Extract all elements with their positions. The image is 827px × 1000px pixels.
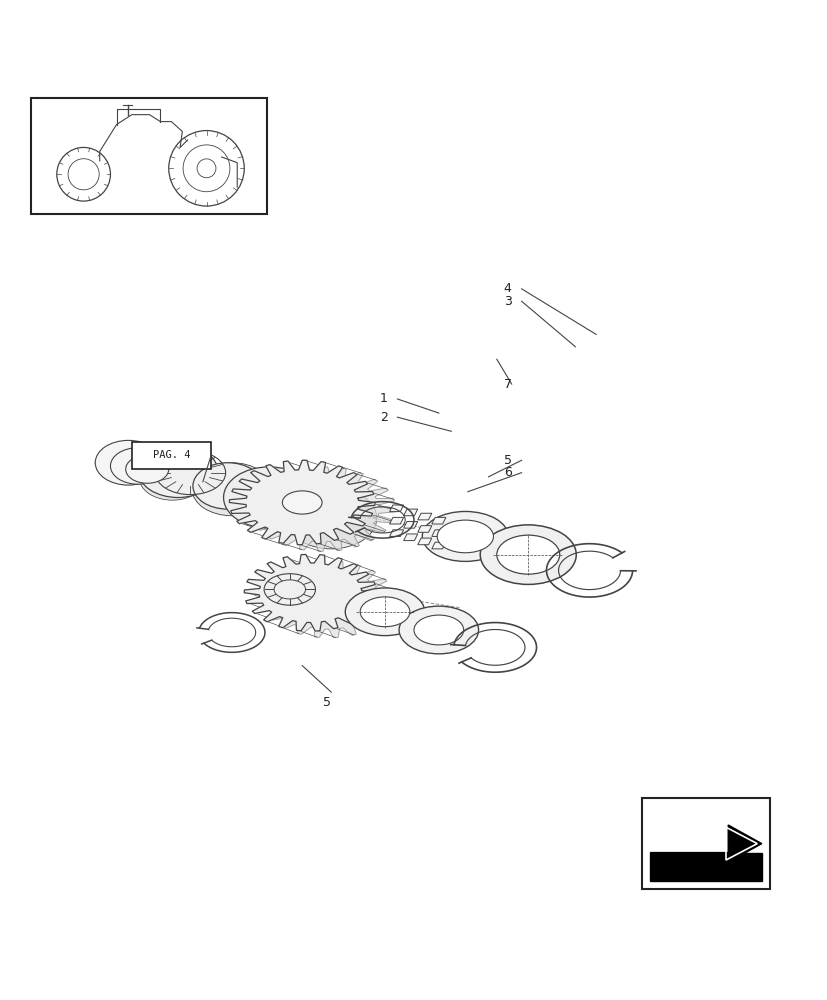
Ellipse shape [399, 606, 478, 654]
Bar [649, 853, 761, 881]
Text: 6: 6 [503, 466, 511, 479]
Polygon shape [389, 517, 404, 524]
Polygon shape [229, 460, 375, 545]
Ellipse shape [95, 440, 161, 485]
Polygon shape [432, 517, 445, 524]
Text: 5: 5 [323, 696, 331, 709]
Text: 3: 3 [503, 295, 511, 308]
Ellipse shape [422, 511, 508, 561]
Ellipse shape [480, 525, 576, 584]
Text: 7: 7 [503, 378, 511, 391]
Bar [31, 98, 267, 214]
Text: 5: 5 [503, 454, 511, 467]
Polygon shape [262, 561, 394, 638]
Text: 2: 2 [379, 411, 387, 424]
Polygon shape [404, 534, 417, 541]
Polygon shape [432, 530, 445, 536]
Polygon shape [649, 825, 761, 862]
Ellipse shape [223, 467, 314, 528]
Ellipse shape [437, 520, 493, 553]
Ellipse shape [238, 478, 308, 524]
Polygon shape [389, 530, 404, 536]
Ellipse shape [138, 445, 218, 498]
Polygon shape [404, 509, 417, 516]
Text: 1: 1 [379, 392, 387, 405]
Polygon shape [404, 522, 417, 528]
Ellipse shape [285, 488, 376, 549]
Ellipse shape [414, 615, 463, 645]
Ellipse shape [496, 535, 559, 574]
Ellipse shape [139, 455, 205, 500]
Text: 4: 4 [503, 282, 511, 295]
Polygon shape [418, 526, 432, 532]
Ellipse shape [126, 455, 169, 483]
Polygon shape [432, 542, 445, 549]
Polygon shape [418, 513, 432, 520]
Polygon shape [244, 554, 376, 631]
Bar [132, 442, 211, 469]
Bar [641, 798, 769, 889]
Ellipse shape [282, 491, 322, 514]
Polygon shape [250, 467, 395, 551]
Ellipse shape [360, 597, 409, 627]
Ellipse shape [345, 588, 424, 636]
Polygon shape [418, 538, 432, 545]
Ellipse shape [193, 463, 262, 509]
Ellipse shape [274, 580, 305, 599]
Ellipse shape [192, 463, 271, 516]
Text: PAG. 4: PAG. 4 [153, 450, 190, 460]
Ellipse shape [110, 448, 165, 484]
Polygon shape [389, 505, 404, 512]
